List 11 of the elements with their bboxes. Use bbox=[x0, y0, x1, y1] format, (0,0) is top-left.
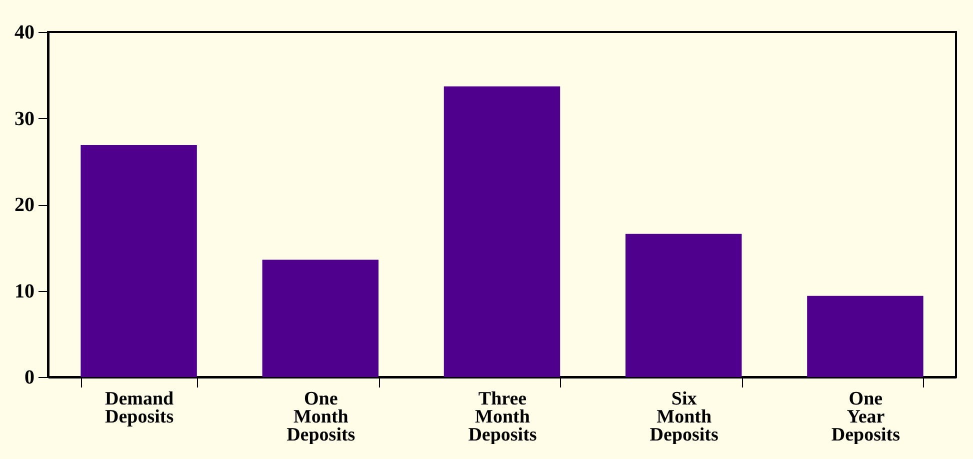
bar bbox=[444, 86, 560, 377]
y-tick-label: 20 bbox=[14, 194, 34, 216]
bar bbox=[80, 144, 197, 377]
x-tick-label: Demand Deposits bbox=[104, 388, 174, 428]
bar bbox=[807, 296, 924, 377]
y-tick-label: 0 bbox=[24, 366, 34, 388]
y-tick-label: 10 bbox=[14, 280, 34, 302]
bar bbox=[262, 260, 379, 377]
y-tick-label: 40 bbox=[14, 22, 34, 44]
bar bbox=[625, 234, 742, 377]
y-tick-label: 30 bbox=[14, 108, 34, 130]
